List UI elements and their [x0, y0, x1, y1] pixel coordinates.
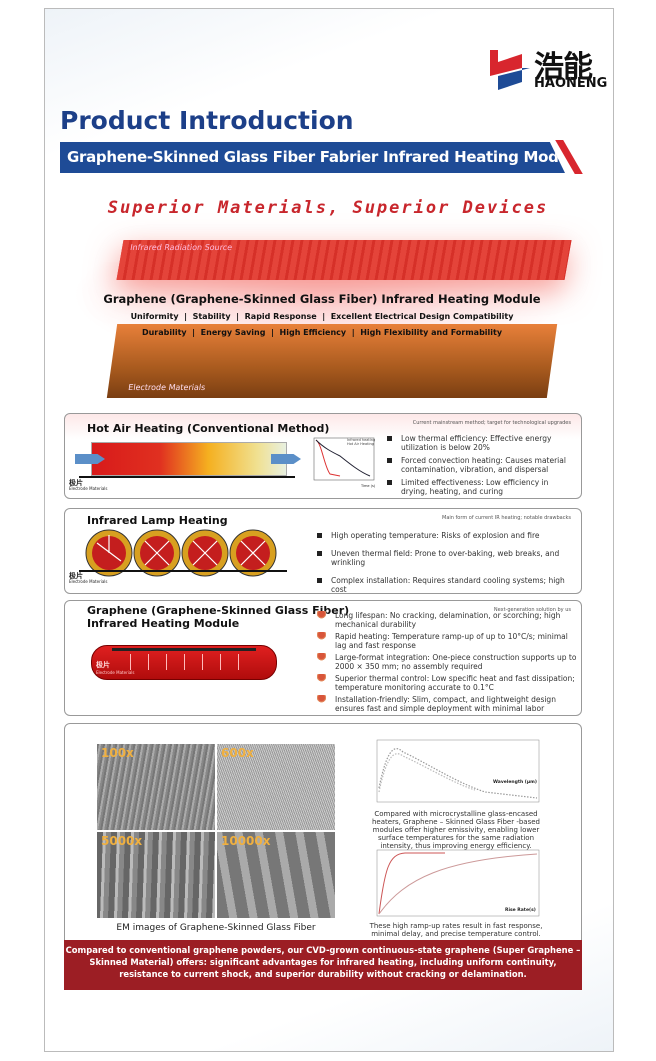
- sem-image-100x: 100x: [97, 744, 215, 830]
- list-item: High operating temperature: Risks of exp…: [317, 531, 577, 540]
- panel-infrared-lamp: Infrared Lamp Heating Main form of curre…: [64, 508, 582, 594]
- lamp-diagram: [79, 529, 287, 577]
- source-label: Infrared Radiation Source: [129, 243, 233, 252]
- graph-legend: Infrared heating Hot Air Heating: [347, 438, 376, 447]
- graph-xlabel: Time (s): [361, 484, 376, 488]
- graphene-advantages: Long lifespan: No cracking, delamination…: [317, 611, 579, 715]
- footer-summary: Compared to conventional graphene powder…: [64, 940, 582, 990]
- chart2-caption: These high ramp-up rates result in fast …: [369, 922, 543, 939]
- sem-caption: EM images of Graphene-Skinned Glass Fibe…: [116, 923, 316, 933]
- features-line-2: Durability | Energy Saving | High Effici…: [141, 328, 503, 337]
- emissivity-chart: [376, 739, 540, 803]
- panel-note: Next-generation solution by us: [493, 607, 571, 613]
- panel-title: Graphene (Graphene-Skinned Glass Fiber) I…: [87, 604, 350, 631]
- features-line-1: Uniformity | Stability | Rapid Response …: [130, 312, 514, 321]
- list-item: Rapid heating: Temperature ramp-up of up…: [317, 632, 579, 650]
- list-item: Complex installation: Requires standard …: [317, 576, 577, 593]
- hero-illustration: Infrared Radiation Source Electrode Mate…: [72, 232, 572, 404]
- electrode-label: Electrode Materials: [69, 486, 108, 491]
- panel-note: Current mainstream method; target for te…: [412, 420, 571, 426]
- list-item: Forced convection heating: Causes materi…: [387, 456, 575, 474]
- air-in-arrow-icon: [75, 454, 105, 464]
- list-item: Limited effectiveness: Low efficiency in…: [387, 478, 575, 496]
- infrared-source: Infrared Radiation Source: [116, 240, 572, 280]
- chart1-xlabel: Wavelength (μm): [493, 780, 537, 785]
- lamp-drawbacks: High operating temperature: Risks of exp…: [317, 531, 577, 593]
- electrode-label: Electrode Materials: [127, 383, 206, 392]
- panel-title: Hot Air Heating (Conventional Method): [87, 422, 330, 435]
- panel-hot-air: Hot Air Heating (Conventional Method) Cu…: [64, 413, 582, 499]
- chart2-xlabel: Rise Rate(s): [505, 908, 536, 913]
- list-item: Superior thermal control: Low specific h…: [317, 674, 579, 692]
- air-out-arrow-icon: [271, 454, 301, 464]
- list-item: Large-format integration: One-piece cons…: [317, 653, 579, 671]
- list-item: Installation-friendly: Slim, compact, an…: [317, 695, 579, 713]
- heating-curve-graph: [313, 437, 375, 481]
- panel-graphene-module: Graphene (Graphene-Skinned Glass Fiber) I…: [64, 600, 582, 716]
- hot-air-drawbacks: Low thermal efficiency: Effective energy…: [387, 434, 575, 498]
- graphene-module-diagram: 极片 Electrode Materials: [91, 645, 277, 680]
- logo-text-cn: 浩能: [534, 50, 593, 85]
- slogan: Superior Materials, Superior Devices: [107, 198, 549, 218]
- sem-image-600x: 600x: [217, 744, 335, 830]
- electrode-label: Electrode Materials: [69, 579, 108, 584]
- panel-evidence: 100x 600x 5000x 10000x EM images of Grap…: [64, 723, 582, 941]
- sem-image-10000x: 10000x: [217, 832, 335, 918]
- list-item: Low thermal efficiency: Effective energy…: [387, 434, 575, 452]
- product-banner: Graphene-Skinned Glass Fiber Fabrier Inf…: [60, 142, 565, 173]
- electrode-cn: 极片: [69, 479, 83, 487]
- logo-text-en: HAONENG: [534, 76, 608, 91]
- panel-note: Main form of current IR heating; notable…: [442, 515, 571, 521]
- electrode-cn: 极片: [69, 572, 83, 580]
- page-title: Product Introduction: [60, 106, 354, 135]
- list-item: Uneven thermal field: Prone to over-baki…: [317, 549, 577, 567]
- logo-mark-icon: [490, 50, 530, 90]
- electrode-line: [79, 476, 295, 478]
- sem-image-5000x: 5000x: [97, 832, 215, 918]
- panel-title: Infrared Lamp Heating: [87, 514, 228, 527]
- electrode-cn: 极片: [96, 661, 110, 669]
- electrode-label: Electrode Materials: [96, 670, 135, 675]
- ramp-up-chart: [376, 849, 540, 917]
- hot-air-chamber: [91, 442, 287, 476]
- list-item: Long lifespan: No cracking, delamination…: [317, 611, 579, 629]
- haoneng-logo: 浩能 HAONENG: [490, 44, 620, 94]
- chart1-caption: Compared with microcrystalline glass-enc…: [372, 810, 540, 851]
- module-title: Graphene (Graphene-Skinned Glass Fiber) …: [103, 292, 541, 306]
